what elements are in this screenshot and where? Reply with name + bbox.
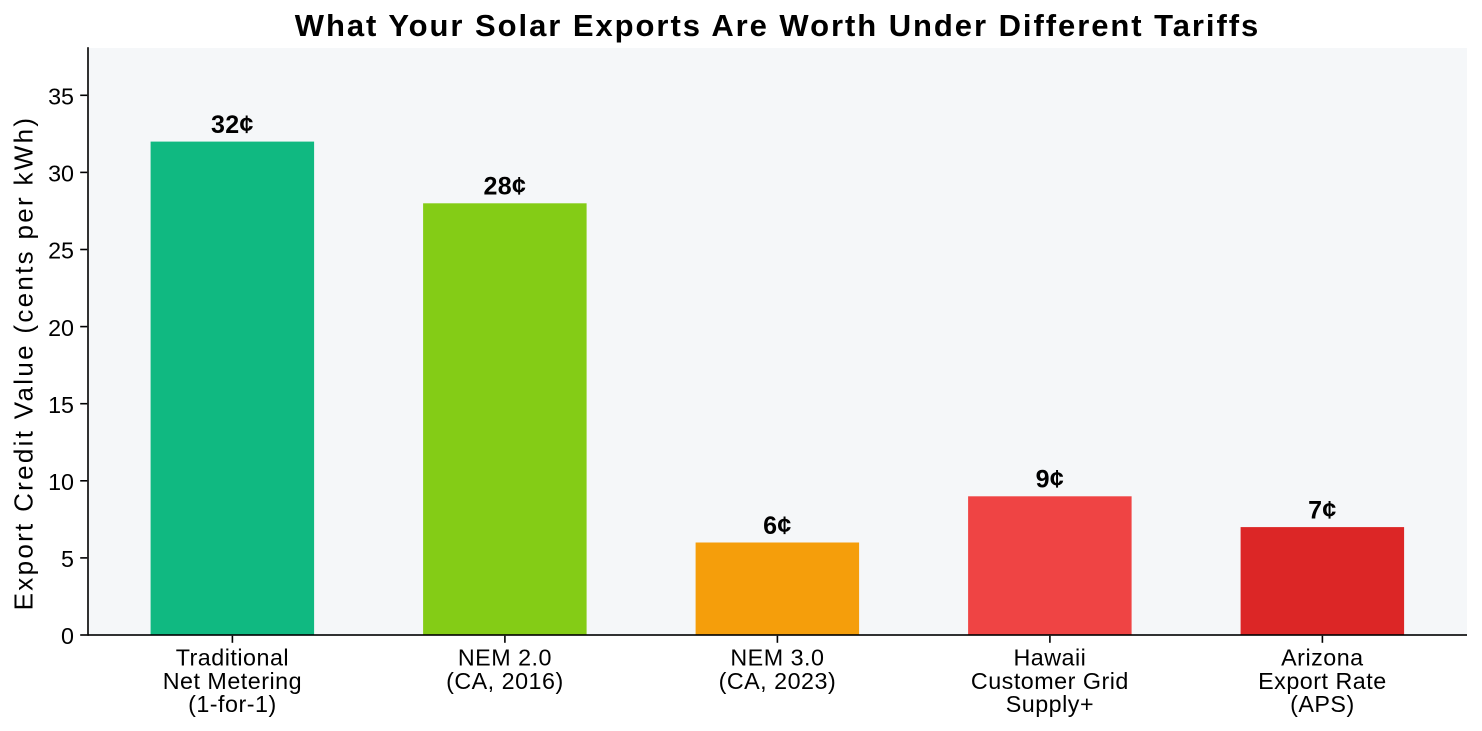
svg-text:30: 30 (48, 161, 74, 187)
svg-text:15: 15 (48, 392, 74, 418)
svg-text:(CA, 2023): (CA, 2023) (719, 668, 837, 694)
svg-text:Net Metering: Net Metering (163, 668, 302, 694)
svg-text:Supply+: Supply+ (1006, 691, 1094, 717)
svg-text:5: 5 (61, 546, 74, 572)
svg-text:32¢: 32¢ (211, 111, 254, 139)
svg-text:25: 25 (48, 238, 74, 264)
svg-text:35: 35 (48, 84, 74, 110)
svg-text:NEM 2.0: NEM 2.0 (458, 645, 552, 671)
svg-text:(1-for-1): (1-for-1) (188, 691, 277, 717)
svg-text:0: 0 (61, 623, 74, 649)
svg-text:6¢: 6¢ (763, 512, 792, 540)
svg-text:20: 20 (48, 315, 74, 341)
svg-text:Export Credit Value (cents per: Export Credit Value (cents per kWh) (9, 116, 39, 611)
svg-text:Hawaii: Hawaii (1013, 645, 1086, 671)
svg-text:Customer Grid: Customer Grid (971, 668, 1129, 694)
svg-text:7¢: 7¢ (1308, 496, 1337, 524)
svg-text:10: 10 (48, 469, 74, 495)
svg-text:Traditional: Traditional (176, 645, 289, 671)
svg-text:(CA, 2016): (CA, 2016) (446, 668, 564, 694)
svg-text:28¢: 28¢ (483, 173, 526, 201)
svg-text:9¢: 9¢ (1036, 466, 1065, 494)
svg-text:NEM 3.0: NEM 3.0 (730, 645, 824, 671)
svg-text:What Your Solar Exports Are Wo: What Your Solar Exports Are Worth Under … (295, 8, 1260, 43)
svg-text:Export Rate: Export Rate (1258, 668, 1387, 694)
svg-text:(APS): (APS) (1290, 691, 1355, 717)
svg-text:Arizona: Arizona (1281, 645, 1364, 671)
